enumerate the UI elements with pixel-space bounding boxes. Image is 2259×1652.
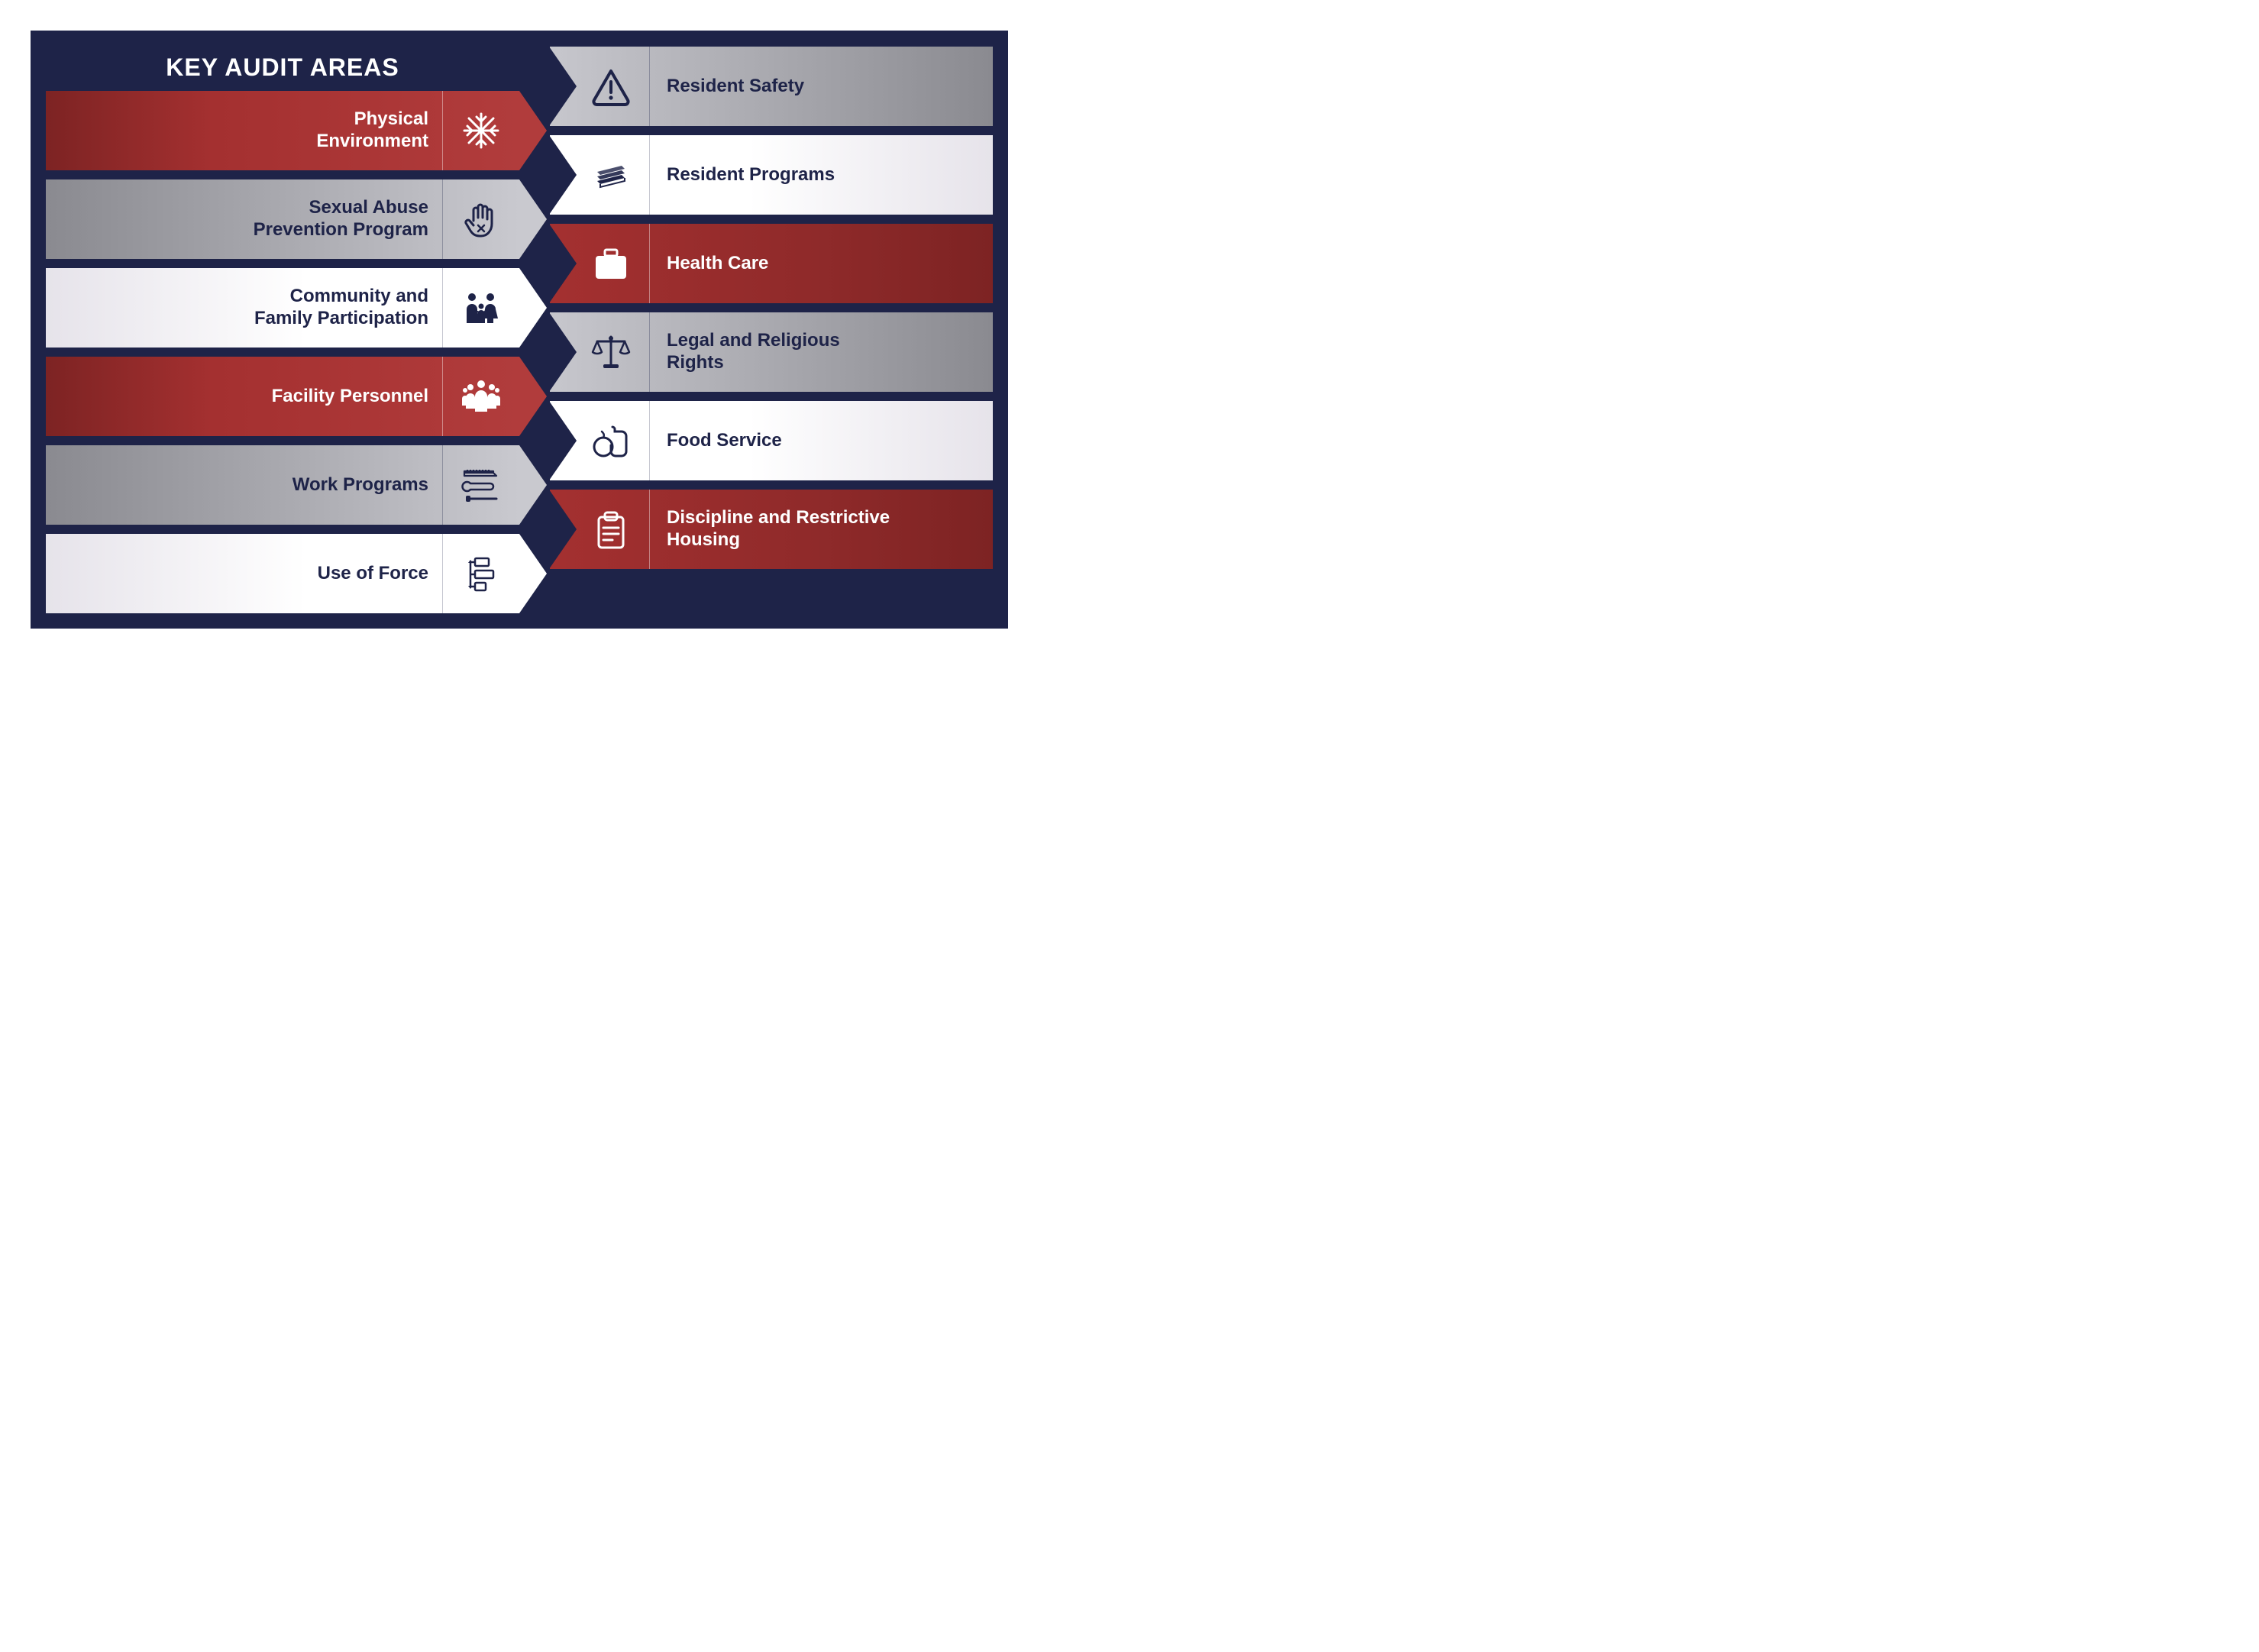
arrow-right-icon: [519, 445, 547, 525]
right-row-food-service: Food Service: [550, 401, 993, 480]
columns-wrap: Physical Environment Sexual Abuse Preven…: [46, 97, 993, 613]
left-row-sexual-abuse-prevention: Sexual Abuse Prevention Program: [46, 179, 519, 259]
arrow-right-icon: [519, 91, 547, 170]
left-label: Community and Family Participation: [46, 268, 442, 348]
right-label: Legal and Religious Rights: [650, 312, 993, 392]
right-label: Discipline and Restrictive Housing: [650, 490, 993, 569]
right-row-resident-programs: Resident Programs: [550, 135, 993, 215]
notch-icon: [549, 401, 577, 480]
left-row-facility-personnel: Facility Personnel: [46, 357, 519, 436]
people-group-icon: [443, 357, 519, 436]
arrow-right-icon: [519, 357, 547, 436]
right-column: Resident Safety Resident Programs Health…: [519, 47, 993, 613]
left-label: Physical Environment: [46, 91, 442, 170]
notch-icon: [549, 224, 577, 303]
left-row-work-programs: Work Programs: [46, 445, 519, 525]
left-row-use-of-force: Use of Force: [46, 534, 519, 613]
arrow-right-icon: [519, 268, 547, 348]
right-label: Resident Safety: [650, 47, 993, 126]
left-label: Work Programs: [46, 445, 442, 525]
right-row-health-care: Health Care: [550, 224, 993, 303]
stop-hand-icon: [443, 179, 519, 259]
snowflake-icon: [443, 91, 519, 170]
infographic-container: KEY AUDIT AREAS Physical Environment Sex…: [31, 31, 1008, 629]
arrow-right-icon: [519, 534, 547, 613]
left-row-physical-environment: Physical Environment: [46, 91, 519, 170]
right-label: Resident Programs: [650, 135, 993, 215]
tools-icon: [443, 445, 519, 525]
left-column: Physical Environment Sexual Abuse Preven…: [46, 91, 519, 613]
flowchart-icon: [443, 534, 519, 613]
arrow-right-icon: [519, 179, 547, 259]
right-label: Food Service: [650, 401, 993, 480]
page-title: KEY AUDIT AREAS: [46, 46, 519, 97]
right-label: Health Care: [650, 224, 993, 303]
notch-icon: [549, 47, 577, 126]
right-row-discipline-housing: Discipline and Restrictive Housing: [550, 490, 993, 569]
notch-icon: [549, 135, 577, 215]
right-row-resident-safety: Resident Safety: [550, 47, 993, 126]
left-label: Facility Personnel: [46, 357, 442, 436]
notch-icon: [549, 312, 577, 392]
left-label: Use of Force: [46, 534, 442, 613]
left-row-community-family: Community and Family Participation: [46, 268, 519, 348]
right-row-legal-religious: Legal and Religious Rights: [550, 312, 993, 392]
left-label: Sexual Abuse Prevention Program: [46, 179, 442, 259]
family-icon: [443, 268, 519, 348]
notch-icon: [549, 490, 577, 569]
